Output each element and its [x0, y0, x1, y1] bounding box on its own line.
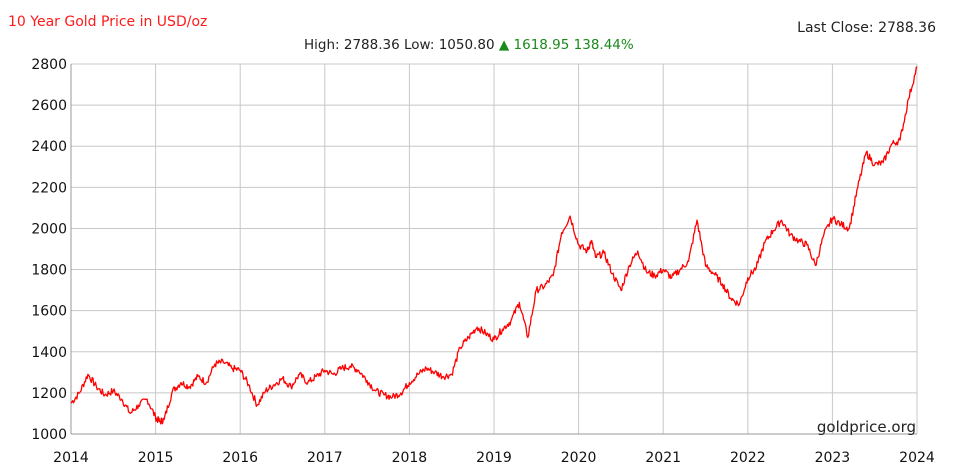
x-tick-label: 2017 [307, 450, 343, 466]
chart-title: 10 Year Gold Price in USD/oz [8, 14, 208, 30]
low-label: Low: [404, 37, 435, 53]
y-tick-label: 2600 [31, 98, 67, 114]
y-tick-label: 2400 [31, 139, 67, 155]
watermark: goldprice.org [817, 418, 916, 436]
chart-grid [70, 63, 918, 435]
x-tick-label: 2021 [645, 450, 681, 466]
y-tick-label: 1400 [31, 345, 67, 361]
y-tick-label: 1600 [31, 304, 67, 320]
x-tick-label: 2016 [222, 450, 258, 466]
x-tick-label: 2014 [53, 450, 89, 466]
y-axis-ticks: 1000 1200 1400 1600 1800 2000 2200 2400 2600 2800 [31, 57, 67, 443]
y-tick-label: 1800 [31, 263, 67, 279]
x-tick-label: 2019 [476, 450, 512, 466]
y-tick-label: 2800 [31, 57, 67, 73]
x-tick-label: 2024 [899, 450, 935, 466]
x-tick-label: 2022 [730, 450, 766, 466]
x-tick-label: 2020 [561, 450, 597, 466]
y-tick-label: 2000 [31, 221, 67, 237]
x-tick-label: 2015 [138, 450, 174, 466]
change-percent: 138.44% [573, 37, 634, 53]
low-value: 1050.80 [438, 37, 495, 53]
up-arrow-icon: ▲ [498, 37, 510, 53]
last-close-label: Last Close: [797, 20, 874, 36]
last-close: Last Close: 2788.36 [797, 20, 936, 36]
x-axis-ticks: 2014 2015 2016 2017 2018 2019 2020 2021 2022 2023… [53, 450, 935, 466]
price-stats: High: 2788.36 Low: 1050.80 ▲ 1618.95 138… [304, 37, 634, 53]
y-tick-label: 1000 [31, 427, 67, 443]
high-value: 2788.36 [343, 37, 400, 53]
y-tick-label: 2200 [31, 180, 67, 196]
y-tick-label: 1200 [31, 386, 67, 402]
x-tick-label: 2023 [815, 450, 851, 466]
gold-price-line [70, 66, 918, 425]
high-label: High: [304, 37, 340, 53]
last-close-value: 2788.36 [878, 20, 936, 36]
change-value: 1618.95 [513, 37, 570, 53]
x-tick-label: 2018 [392, 450, 428, 466]
